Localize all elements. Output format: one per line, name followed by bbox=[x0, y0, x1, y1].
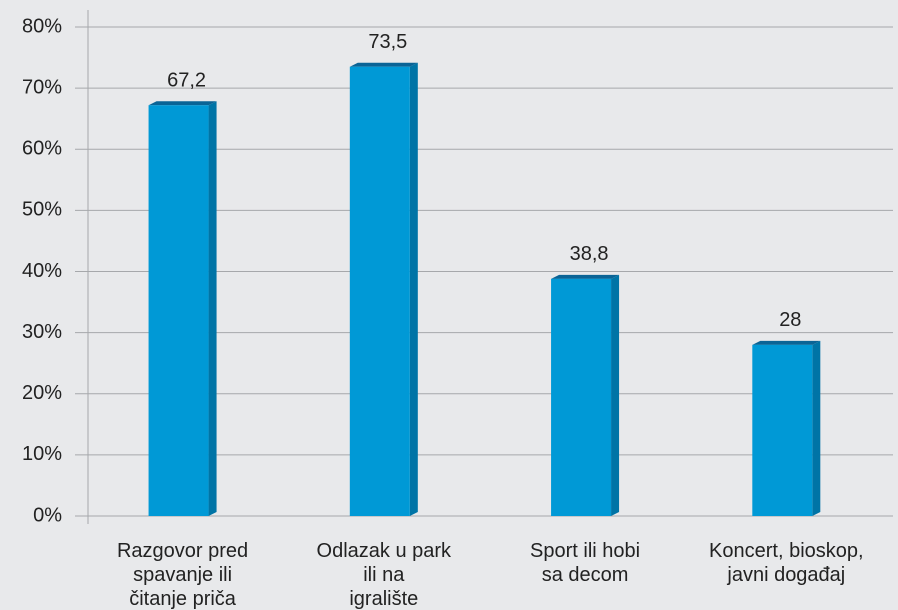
bar-front bbox=[349, 66, 410, 516]
bar-top bbox=[551, 274, 620, 279]
x-tick-label: Razgovor pred spavanje ili čitanje priča bbox=[117, 540, 248, 610]
y-tick-label: 60% bbox=[22, 138, 62, 160]
y-tick-label: 80% bbox=[22, 15, 62, 37]
bar-top bbox=[148, 101, 217, 106]
y-tick-label: 30% bbox=[22, 321, 62, 343]
bar-side bbox=[611, 274, 620, 516]
bar-top bbox=[349, 62, 418, 67]
x-tick-label: Odlazak u park ili na igralište bbox=[317, 540, 453, 610]
bar-side bbox=[208, 101, 217, 517]
data-label: 28 bbox=[779, 309, 801, 331]
bar bbox=[148, 101, 217, 517]
bar-side bbox=[812, 340, 821, 516]
bar-front bbox=[148, 105, 209, 517]
x-tick-label: Sport ili hobi sa decom bbox=[530, 540, 640, 586]
y-tick-label: 50% bbox=[22, 199, 62, 221]
y-tick-label: 10% bbox=[22, 443, 62, 465]
y-tick-label: 70% bbox=[22, 76, 62, 98]
y-tick-label: 0% bbox=[33, 504, 62, 526]
bar bbox=[752, 340, 821, 516]
bar bbox=[551, 274, 620, 516]
bar-front bbox=[551, 278, 612, 516]
data-label: 67,2 bbox=[167, 70, 206, 92]
bar-top bbox=[752, 340, 821, 345]
bar bbox=[349, 62, 418, 516]
x-tick-label: Koncert, bioskop, javni događaj bbox=[709, 540, 864, 586]
data-label: 38,8 bbox=[570, 243, 609, 265]
data-label: 73,5 bbox=[368, 31, 407, 53]
bar-front bbox=[752, 344, 813, 516]
y-tick-label: 40% bbox=[22, 260, 62, 282]
y-tick-label: 20% bbox=[22, 382, 62, 404]
bar-side bbox=[409, 62, 418, 516]
